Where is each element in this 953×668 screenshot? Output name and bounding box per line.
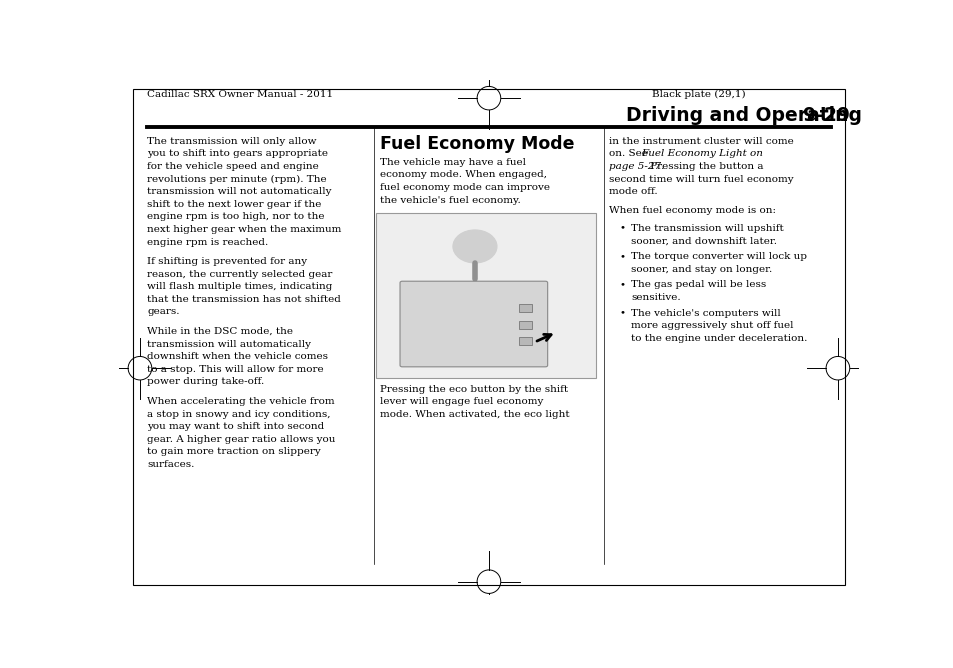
Text: will flash multiple times, indicating: will flash multiple times, indicating	[147, 283, 333, 291]
Text: economy mode. When engaged,: economy mode. When engaged,	[379, 170, 546, 180]
Text: Pressing the button a: Pressing the button a	[646, 162, 762, 171]
Text: gears.: gears.	[147, 307, 180, 317]
Text: mode off.: mode off.	[608, 187, 657, 196]
Text: more aggressively shut off fuel: more aggressively shut off fuel	[630, 321, 793, 331]
Text: that the transmission has not shifted: that the transmission has not shifted	[147, 295, 341, 304]
Text: Cadillac SRX Owner Manual - 2011: Cadillac SRX Owner Manual - 2011	[147, 90, 334, 99]
FancyBboxPatch shape	[399, 281, 547, 367]
Text: revolutions per minute (rpm). The: revolutions per minute (rpm). The	[147, 174, 327, 184]
Bar	[518, 321, 532, 329]
Ellipse shape	[453, 230, 497, 263]
Text: lever will engage fuel economy: lever will engage fuel economy	[379, 397, 542, 406]
Text: •: •	[618, 224, 624, 232]
Text: The transmission will upshift: The transmission will upshift	[630, 224, 782, 232]
Text: •: •	[618, 281, 624, 289]
Text: The torque converter will lock up: The torque converter will lock up	[630, 252, 806, 261]
Text: for the vehicle speed and engine: for the vehicle speed and engine	[147, 162, 318, 171]
Text: reason, the currently selected gear: reason, the currently selected gear	[147, 270, 333, 279]
Text: on. See: on. See	[608, 150, 650, 158]
Text: next higher gear when the maximum: next higher gear when the maximum	[147, 225, 341, 234]
Text: sensitive.: sensitive.	[630, 293, 679, 302]
Text: downshift when the vehicle comes: downshift when the vehicle comes	[147, 352, 328, 361]
Text: engine rpm is reached.: engine rpm is reached.	[147, 238, 269, 246]
Text: The vehicle may have a fuel: The vehicle may have a fuel	[379, 158, 525, 167]
Text: •: •	[618, 309, 624, 318]
Text: second time will turn fuel economy: second time will turn fuel economy	[608, 174, 793, 184]
Text: transmission will automatically: transmission will automatically	[147, 339, 311, 349]
Text: in the instrument cluster will come: in the instrument cluster will come	[608, 137, 793, 146]
Text: 9-29: 9-29	[802, 106, 849, 125]
Text: you to shift into gears appropriate: you to shift into gears appropriate	[147, 150, 328, 158]
Bar	[375, 214, 596, 379]
Text: •: •	[618, 252, 624, 261]
Text: Fuel Economy Light on: Fuel Economy Light on	[640, 150, 762, 158]
Text: Fuel Economy Mode: Fuel Economy Mode	[379, 135, 574, 153]
Text: sooner, and downshift later.: sooner, and downshift later.	[630, 236, 776, 245]
Text: page 5-27.: page 5-27.	[608, 162, 663, 171]
Text: The vehicle's computers will: The vehicle's computers will	[630, 309, 780, 318]
Text: While in the DSC mode, the: While in the DSC mode, the	[147, 327, 293, 336]
Text: transmission will not automatically: transmission will not automatically	[147, 187, 332, 196]
Bar	[518, 304, 532, 313]
Text: Black plate (29,1): Black plate (29,1)	[651, 90, 744, 99]
Text: Driving and Operating: Driving and Operating	[625, 106, 861, 125]
Text: a stop in snowy and icy conditions,: a stop in snowy and icy conditions,	[147, 409, 331, 419]
Text: When accelerating the vehicle from: When accelerating the vehicle from	[147, 397, 335, 406]
Text: When fuel economy mode is on:: When fuel economy mode is on:	[608, 206, 775, 215]
Text: engine rpm is too high, nor to the: engine rpm is too high, nor to the	[147, 212, 325, 221]
Text: surfaces.: surfaces.	[147, 460, 194, 469]
Text: to gain more traction on slippery: to gain more traction on slippery	[147, 448, 321, 456]
Text: to the engine under deceleration.: to the engine under deceleration.	[630, 334, 806, 343]
Text: mode. When activated, the eco light: mode. When activated, the eco light	[379, 410, 569, 419]
Text: The gas pedal will be less: The gas pedal will be less	[630, 281, 765, 289]
Text: the vehicle's fuel economy.: the vehicle's fuel economy.	[379, 196, 519, 204]
Text: sooner, and stay on longer.: sooner, and stay on longer.	[630, 265, 771, 274]
Text: If shifting is prevented for any: If shifting is prevented for any	[147, 257, 307, 266]
Text: gear. A higher gear ratio allows you: gear. A higher gear ratio allows you	[147, 435, 335, 444]
Text: you may want to shift into second: you may want to shift into second	[147, 422, 324, 431]
Text: Pressing the eco button by the shift: Pressing the eco button by the shift	[379, 385, 567, 394]
Text: The transmission will only allow: The transmission will only allow	[147, 137, 316, 146]
Text: shift to the next lower gear if the: shift to the next lower gear if the	[147, 200, 321, 208]
Bar	[518, 337, 532, 345]
Text: fuel economy mode can improve: fuel economy mode can improve	[379, 183, 549, 192]
Text: to a stop. This will allow for more: to a stop. This will allow for more	[147, 365, 324, 374]
Text: power during take-off.: power during take-off.	[147, 377, 264, 386]
